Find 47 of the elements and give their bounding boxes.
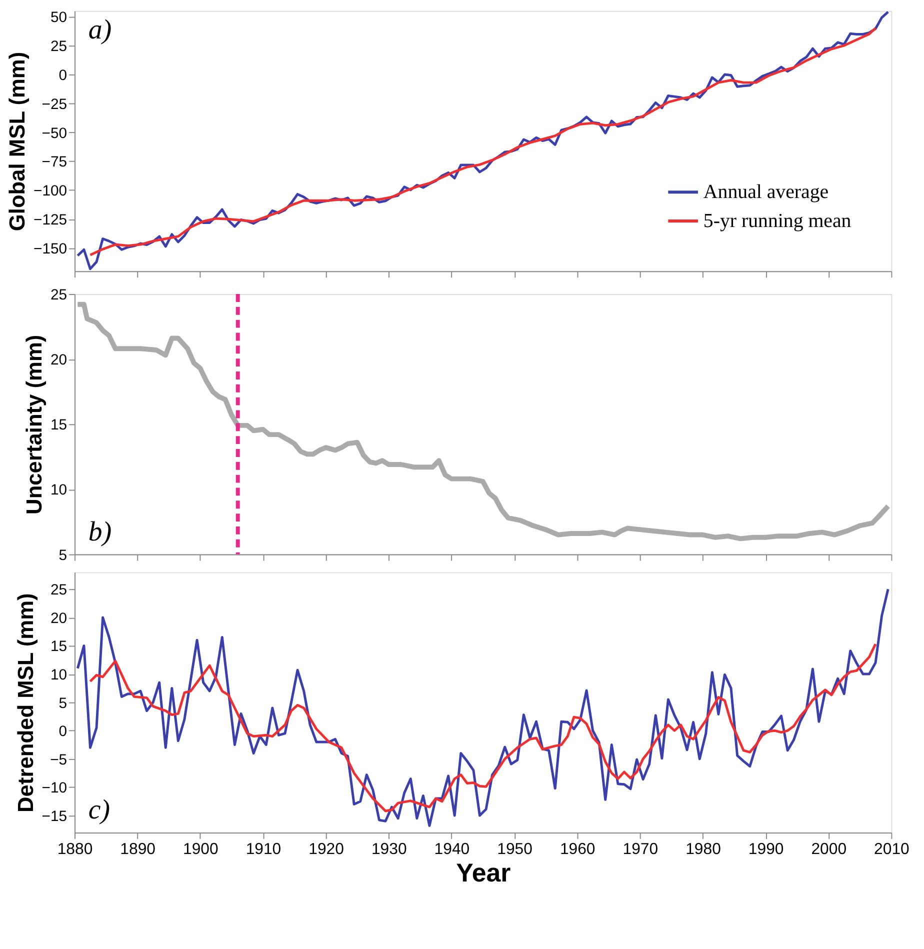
y-tick-label: −15 xyxy=(42,808,68,825)
y-tick-label: 15 xyxy=(50,639,68,656)
x-tick-label: 1890 xyxy=(120,840,156,858)
x-tick-label: 2000 xyxy=(811,840,847,858)
y-tick-label: 5 xyxy=(58,696,68,712)
y-tick-label: −75 xyxy=(42,154,68,171)
x-axis-title: Year xyxy=(456,860,511,888)
annotation: a) xyxy=(88,14,112,46)
x-tick-label: 1910 xyxy=(246,840,282,858)
y-tick-label: 0 xyxy=(58,724,68,740)
x-tick-label: 1950 xyxy=(497,840,533,858)
y-tick-label: −25 xyxy=(42,96,68,113)
y-tick-label: −5 xyxy=(50,752,68,768)
y-tick-label: 10 xyxy=(50,668,68,684)
y-tick-label: 25 xyxy=(50,582,68,599)
x-tick-label: 1990 xyxy=(748,840,784,858)
y-axis-title: Global MSL (mm) xyxy=(4,52,30,232)
y-tick-label: 5 xyxy=(58,548,68,564)
x-tick-label: 1930 xyxy=(371,840,407,858)
line-series xyxy=(76,588,890,827)
legend-label: Annual average xyxy=(703,181,829,204)
y-tick-label: 15 xyxy=(50,418,68,434)
x-tick-label: 1970 xyxy=(622,840,658,858)
x-tick-label: 1880 xyxy=(57,840,93,858)
y-tick-label: 0 xyxy=(58,68,68,84)
x-tick-label: 1900 xyxy=(182,840,218,858)
y-tick-label: −125 xyxy=(34,212,68,229)
y-tick-label: 50 xyxy=(50,10,68,26)
annotation: c) xyxy=(88,794,110,826)
legend-label: 5-yr running mean xyxy=(703,210,852,232)
x-tick-label: 2010 xyxy=(874,840,910,858)
y-tick-label: −100 xyxy=(34,184,68,200)
y-axis-title: Detrended MSL (mm) xyxy=(12,593,38,812)
x-tick-label: 1980 xyxy=(686,840,722,858)
y-tick-label: 20 xyxy=(50,352,68,369)
y-tick-label: 20 xyxy=(50,610,68,627)
y-tick-label: −10 xyxy=(42,780,68,797)
y-tick-label: −150 xyxy=(34,241,68,258)
y-axis-title: Uncertainty (mm) xyxy=(22,334,47,514)
x-tick-label: 1940 xyxy=(434,840,470,858)
x-tick-label: 1920 xyxy=(308,840,344,858)
y-tick-label: 25 xyxy=(50,287,68,304)
y-tick-label: 10 xyxy=(50,482,68,499)
annotation: b) xyxy=(88,516,112,548)
x-tick-label: 1960 xyxy=(560,840,596,858)
y-tick-label: 25 xyxy=(50,39,68,56)
y-tick-label: −50 xyxy=(42,126,68,142)
